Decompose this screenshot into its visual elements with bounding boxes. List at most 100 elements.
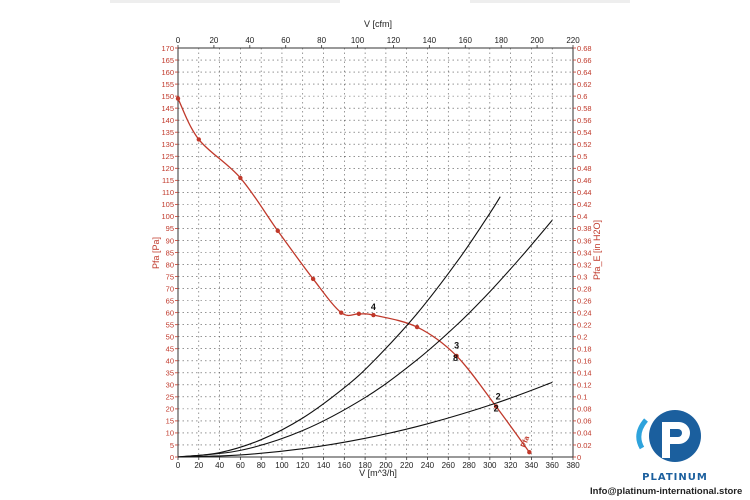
x-bottom-tick-label: 260 [442,461,456,470]
x-top-tick-label: 80 [317,36,326,45]
y-left-tick-label: 165 [161,56,174,65]
system-curve-1-line [177,196,501,458]
point-label: 3 [454,341,459,351]
y-left-tick-label: 35 [166,369,174,378]
x-top-tick-label: 20 [209,36,218,45]
chart-point-labels: 4 3 8 2 2 Pfa [371,302,532,448]
y-right-tick-label: 0.24 [577,308,592,317]
y-right-tick-label: 0.12 [577,381,592,390]
y-right-axis-label: Pfa_E [in H2O] [592,220,602,280]
series-pfa-point [238,175,243,181]
series-pfa-point [310,276,316,282]
x-bottom-tick-label: 60 [236,461,245,470]
x-bottom-tick-label: 180 [358,461,372,470]
point-label: 2 [496,391,501,401]
y-right-tick-label: 0.6 [577,92,587,101]
y-right-tick-label: 0.14 [577,369,592,378]
x-top-tick-label: 40 [245,36,254,45]
system-curve-3-line [177,381,553,458]
y-right-tick-label: 0.48 [577,164,592,173]
y-right-tick-label: 0.08 [577,405,592,414]
x-bottom-tick-label: 120 [296,461,310,470]
y-right-tick-label: 0.36 [577,236,592,245]
point-label: 4 [371,302,376,312]
contact-email: Info@platinum-international.store [590,486,743,497]
y-right-tick-label: 0.4 [577,212,587,221]
y-right-tick-label: 0.64 [577,68,592,77]
x-top-tick-label: 220 [566,36,580,45]
y-left-tick-label: 170 [161,44,174,53]
y-left-tick-label: 130 [161,140,174,149]
top-fade-bar-left [110,0,340,3]
series-pfa-point [414,324,420,330]
brand-name: PLATINUM [642,472,708,483]
y-right-tick-label: 0.56 [577,116,592,125]
x-bottom-tick-label: 80 [257,461,266,470]
y-right-tick-label: 0 [577,453,581,462]
y-left-tick-label: 15 [166,417,174,426]
y-right-tick-label: 0.18 [577,345,592,354]
y-left-tick-label: 150 [161,92,174,101]
y-left-tick-label: 80 [166,260,174,269]
y-right-tick-label: 0.16 [577,357,592,366]
y-left-tick-label: 135 [161,128,174,137]
y-left-tick-label: 75 [166,272,174,281]
y-right-tick-label: 0.42 [577,200,592,209]
top-fade-bar-right [470,0,630,3]
x-top-tick-label: 60 [281,36,290,45]
y-left-tick-label: 0 [170,453,174,462]
x-bottom-tick-label: 340 [525,461,539,470]
y-right-tick-label: 0.1 [577,393,587,402]
y-right-tick-label: 0.04 [577,429,592,438]
y-right-tick-label: 0.3 [577,272,587,281]
y-left-tick-label: 85 [166,248,174,257]
series-pfa-point [338,310,344,315]
y-left-tick-label: 95 [166,224,174,233]
x-top-tick-label: 140 [423,36,437,45]
y-right-tick-label: 0.66 [577,56,592,65]
x-bottom-tick-label: 40 [215,461,224,470]
y-left-tick-label: 120 [161,164,174,173]
x-top-tick-label: 100 [351,36,365,45]
x-top-tick-label: 120 [387,36,401,45]
y-right-tick-label: 0.44 [577,188,592,197]
point-label: 2 [494,403,499,413]
y-left-tick-label: 110 [162,188,174,197]
chart-series [175,96,553,458]
y-right-tick-label: 0.52 [577,140,592,149]
y-left-tick-label: 100 [161,212,174,221]
y-left-tick-label: 55 [166,320,174,329]
y-left-axis-label: Pfa [Pa] [151,237,161,269]
y-right-tick-label: 0.38 [577,224,592,233]
x-bottom-axis-label: V [m^3/h] [359,468,397,478]
y-right-tick-label: 0.2 [577,333,587,342]
y-left-tick-label: 90 [166,236,174,245]
y-left-tick-label: 155 [161,80,174,89]
y-left-tick-label: 45 [166,345,174,354]
series-pfa-point [371,312,376,318]
x-top-tick-label: 200 [530,36,544,45]
y-right-tick-label: 0.68 [577,44,592,53]
series-pfa-point [275,228,280,234]
y-left-tick-label: 10 [166,429,174,438]
y-left-tick-label: 5 [170,441,174,450]
y-left-tick-label: 40 [166,357,174,366]
y-right-tick-label: 0.32 [577,260,592,269]
x-bottom-tick-label: 20 [194,461,203,470]
series-pfa-point [493,404,499,409]
y-right-tick-label: 0.5 [577,152,587,161]
y-right-tick-label: 0.58 [577,104,592,113]
series-pfa-point [356,311,362,317]
series-pfa-point [175,96,181,101]
x-bottom-tick-label: 360 [546,461,560,470]
x-top-axis-label: V [cfm] [364,19,392,29]
x-bottom-tick-label: 320 [504,461,518,470]
y-right-tick-label: 0.62 [577,80,592,89]
series-pfa-point [527,449,532,455]
chart-axes: 0 20 40 60 80 100 120 140 160 180 200 220 240 260 280 3… [161,36,591,470]
x-bottom-tick-label: 220 [400,461,414,470]
point-label: Pfa [519,434,532,449]
point-label: 8 [453,353,458,363]
chart-grid [178,48,573,457]
